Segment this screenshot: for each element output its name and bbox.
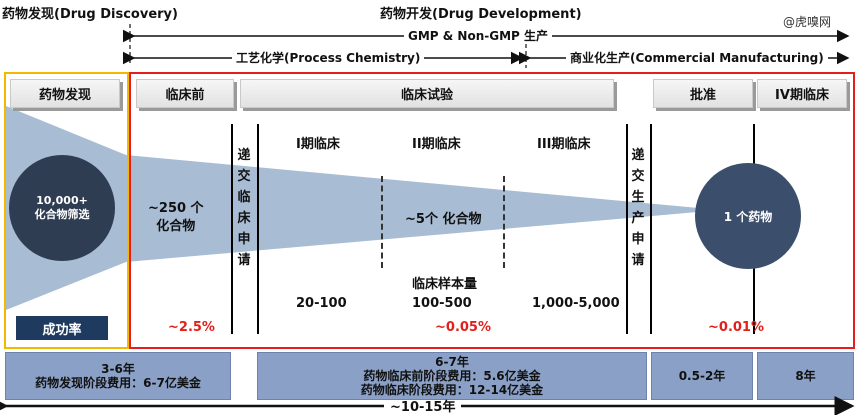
discovery-timeline-box: 3-6年 药物发现阶段费用：6-7亿美金 <box>5 352 231 400</box>
compound-screening-circle: 10,000+ 化合物筛选 <box>9 155 115 261</box>
phase1-label: I期临床 <box>296 137 340 152</box>
circle-count: 10,000+ <box>36 194 88 207</box>
watermark: @虎嗅网 <box>783 15 832 29</box>
development-title: 药物开发(Drug Development) <box>380 7 582 22</box>
development-panel <box>129 72 855 349</box>
stage-approval: 批准 <box>653 79 753 108</box>
rate-final: ~0.01% <box>708 320 764 335</box>
stage-phase4: IV期临床 <box>757 79 847 108</box>
clinical-count: ~5个 化合物 <box>405 212 482 227</box>
phase3-label: III期临床 <box>537 137 591 152</box>
clinical-years: 6-7年 <box>435 355 469 369</box>
success-rate-box: 成功率 <box>16 316 108 340</box>
commercial-label: 商业化生产(Commercial Manufacturing) <box>566 49 828 66</box>
circle-caption: 化合物筛选 <box>34 208 90 221</box>
stage-preclinical: 临床前 <box>136 79 234 108</box>
discovery-years: 3-6年 <box>101 362 135 376</box>
preclinical-count-line1: ~250 个 <box>148 201 204 216</box>
sample-phase2: 100-500 <box>412 296 472 311</box>
sample-phase3: 1,000-5,000 <box>532 296 620 311</box>
separator-submit-clinical <box>231 124 233 334</box>
final-drug-circle: 1 个药物 <box>695 163 801 269</box>
clinical-timeline-box: 6-7年 药物临床前阶段费用：5.6亿美金 药物临床阶段费用：12-14亿美金 <box>257 352 647 400</box>
separator-clinical-start <box>257 124 259 334</box>
sample-size-label: 临床样本量 <box>412 277 478 292</box>
phase-divider-1 <box>381 176 383 268</box>
phase-divider-2 <box>503 176 505 268</box>
preclinical-count: ~250 个 化合物 <box>148 200 204 236</box>
sample-phase1: 20-100 <box>296 296 347 311</box>
rate-preclinical: ~2.5% <box>168 320 215 335</box>
stage-clinical: 临床试验 <box>240 79 614 108</box>
preclinical-count-line2: 化合物 <box>156 219 196 234</box>
submit-production-application: 递 交 生 产 申 请 <box>631 148 645 268</box>
phase2-label: II期临床 <box>412 137 461 152</box>
gmp-label: GMP & Non-GMP 生产 <box>404 27 552 44</box>
stage-discovery: 药物发现 <box>10 79 120 108</box>
separator-submit-production <box>650 124 652 334</box>
discovery-panel <box>4 72 129 349</box>
discovery-cost: 药物发现阶段费用：6-7亿美金 <box>35 376 201 390</box>
separator-clinical-end <box>626 124 628 334</box>
approval-timeline-box: 0.5-2年 <box>651 352 753 400</box>
discovery-title: 药物发现(Drug Discovery) <box>2 7 178 22</box>
rate-clinical: ~0.05% <box>435 320 491 335</box>
preclinical-cost: 药物临床前阶段费用：5.6亿美金 <box>363 369 541 383</box>
submit-clinical-application: 递 交 临 床 申 请 <box>237 148 251 268</box>
phase4-timeline-box: 8年 <box>757 352 854 400</box>
clinical-cost: 药物临床阶段费用：12-14亿美金 <box>360 383 544 397</box>
total-duration-label: ~10-15年 <box>384 400 462 415</box>
process-chem-label: 工艺化学(Process Chemistry) <box>232 49 425 66</box>
